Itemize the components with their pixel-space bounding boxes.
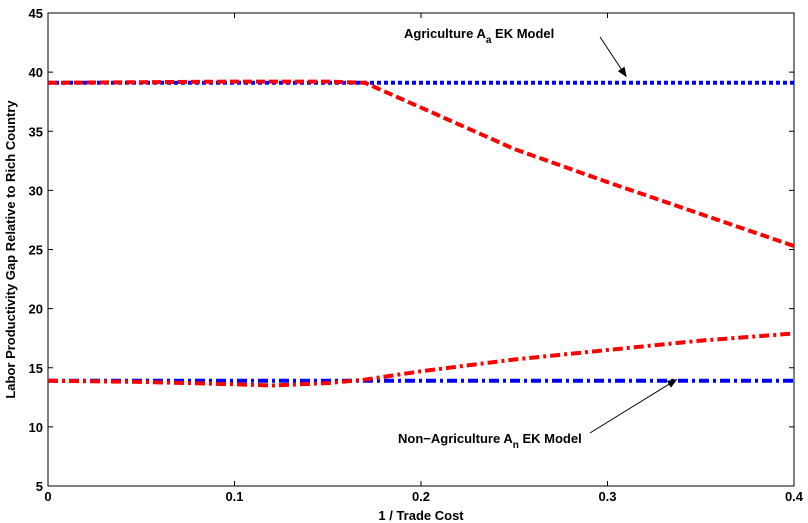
- x-tick-label: 0: [44, 489, 51, 504]
- axes-layer: 0 0.1 0.2 0.3 0.4 5 10 15 20 25 30 35 40 45: [29, 6, 804, 504]
- y-tick-label: 35: [29, 124, 43, 139]
- y-tick-label: 20: [29, 302, 43, 317]
- x-axis-label: 1 / Trade Cost: [378, 508, 464, 523]
- x-tick-label: 0.2: [412, 489, 430, 504]
- y-axis-label: Labor Productivity Gap Relative to Rich …: [3, 100, 18, 399]
- y-tick-label: 45: [29, 6, 43, 21]
- annotation-label-1: Non−Agriculture An EK Model: [398, 431, 582, 451]
- y-tick-label: 15: [29, 361, 43, 376]
- y-tick-label: 25: [29, 243, 43, 258]
- x-tick-label: 0.1: [225, 489, 243, 504]
- annotation-arrow-1: [589, 379, 678, 434]
- annotation-arrow-0: [599, 36, 627, 78]
- series-line-1: [47, 79, 795, 248]
- y-tick-label: 10: [29, 420, 43, 435]
- y-tick-label: 5: [36, 479, 43, 494]
- annotation-layer: Agriculture Aa EK Model Non−Agriculture A…: [398, 26, 678, 451]
- y-tick-label: 40: [29, 65, 43, 80]
- x-tick-label: 0.4: [785, 489, 804, 504]
- annotation-label-0: Agriculture Aa EK Model: [404, 26, 554, 46]
- series-line-3: [47, 331, 795, 388]
- x-tick-label: 0.3: [598, 489, 616, 504]
- series-layer: [47, 79, 795, 388]
- y-tick-label: 30: [29, 183, 43, 198]
